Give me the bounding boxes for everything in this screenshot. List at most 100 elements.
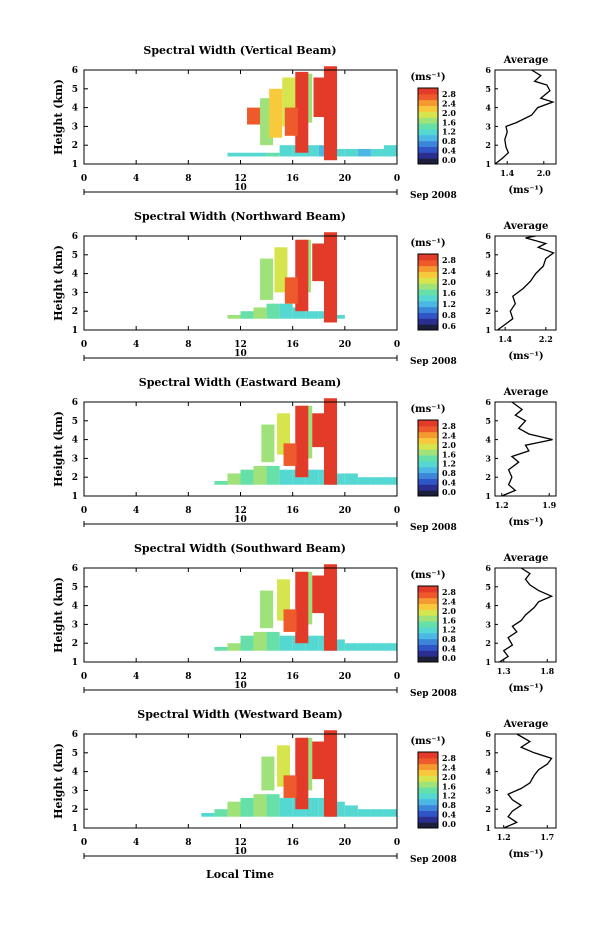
heatmap-cell	[383, 643, 397, 651]
colorbar-segment	[418, 586, 438, 593]
heatmap-cell	[227, 314, 241, 319]
average-title: Average	[503, 553, 549, 564]
y-tick-label: 2	[72, 805, 78, 815]
average-panel: Average 1 2 3 4 5 6 1.3 1.8 (ms⁻¹)	[485, 553, 557, 694]
colorbar-tick-label: 0.0	[442, 487, 456, 497]
average-x-tick-label: 1.2	[497, 832, 511, 842]
heatmap-cell	[357, 477, 371, 485]
average-y-tick-label: 6	[485, 65, 491, 75]
y-tick-label: 2	[72, 473, 78, 483]
heatmap-cells	[227, 232, 345, 323]
y-tick-label: 2	[72, 639, 78, 649]
heatmap-cell	[312, 413, 326, 448]
colorbar-tick-label: 0.8	[442, 310, 456, 320]
y-axis-label: Height (km)	[52, 411, 65, 487]
heatmap-cell	[240, 635, 254, 651]
x-tick-label: 20	[339, 838, 352, 848]
average-y-tick-label: 2	[485, 472, 491, 482]
average-y-tick-label: 4	[485, 103, 491, 113]
colorbar-segment	[418, 93, 438, 101]
y-tick-label: 5	[72, 85, 78, 95]
x-tick-label: 12	[234, 838, 247, 848]
y-tick-label: 4	[72, 436, 78, 446]
colorbar-tick-label: 1.6	[442, 117, 456, 127]
average-frame	[494, 401, 557, 497]
colorbar-segment	[418, 277, 438, 284]
heatmap-cell	[312, 741, 326, 780]
heatmap-cell	[227, 643, 241, 651]
colorbar-tick-label: 0.0	[442, 155, 456, 165]
average-title: Average	[503, 719, 549, 730]
heatmap-cell	[260, 590, 274, 629]
colorbar-segment	[418, 99, 438, 107]
heatmap-cell	[313, 77, 327, 117]
x-tick-label: 8	[185, 838, 191, 848]
average-panel: Average 1 2 3 4 5 6 1.4 2.2 (ms⁻¹)	[485, 221, 557, 362]
heatmap-cell	[383, 145, 397, 157]
month-label: Sep 2008	[410, 855, 457, 865]
y-tick-label: 1	[72, 326, 78, 336]
colorbar-segment	[418, 591, 438, 599]
heatmap-cell	[266, 303, 280, 319]
average-x-tick-label: 1.4	[498, 334, 512, 344]
colorbar-segment	[418, 603, 438, 610]
y-tick-label: 6	[72, 564, 78, 574]
heatmap-cell	[227, 473, 241, 485]
y-tick-label: 1	[72, 160, 78, 170]
colorbar-segment	[418, 804, 438, 811]
heatmap-cell	[295, 71, 309, 153]
colorbar-segment	[418, 752, 438, 759]
average-y-tick-label: 1	[485, 159, 491, 169]
colorbar-tick-label: 2.8	[442, 89, 456, 99]
heatmap-cell	[266, 465, 280, 485]
heatmap-cell	[295, 737, 309, 810]
average-y-tick-label: 4	[485, 601, 491, 611]
heatmap-cell	[253, 794, 267, 817]
x-tick-label: 8	[185, 174, 191, 184]
x-tick-label: 4	[133, 340, 139, 350]
y-tick-label: 2	[72, 307, 78, 317]
colorbar-tick-label: 1.2	[442, 299, 456, 309]
colorbar-tick-label: 1.6	[442, 288, 456, 298]
colorbar-segment	[418, 656, 438, 663]
colorbar-segment	[418, 644, 438, 651]
heatmap-cell	[253, 465, 267, 485]
colorbar-tick-label: 1.6	[442, 781, 456, 791]
heatmap-cell	[214, 809, 228, 817]
colorbar-tick-label: 2.0	[442, 277, 456, 287]
colorbar-tick-label: 0.4	[442, 810, 456, 820]
colorbar-frame	[417, 419, 439, 497]
heatmap-cell	[279, 469, 293, 485]
average-x-tick-label: 1.7	[540, 832, 554, 842]
x-tick-label: 0	[394, 838, 400, 848]
heatmap-cell	[295, 405, 309, 478]
colorbar-tick-label: 0.4	[442, 146, 456, 156]
average-panel: Average 1 2 3 4 5 6 1.2 1.7 (ms⁻¹)	[485, 719, 557, 860]
x-tick-label: 16	[286, 838, 299, 848]
colorbar-segment	[418, 105, 438, 112]
x-tick-label: 8	[185, 672, 191, 682]
average-y-tick-label: 2	[485, 306, 491, 316]
colorbar-segment	[418, 300, 438, 308]
heatmap-cell	[331, 314, 345, 319]
date-label: 10	[234, 847, 247, 857]
colorbar-segment	[418, 466, 438, 474]
x-tick-label: 16	[286, 174, 299, 184]
heatmap-cell	[331, 148, 345, 157]
heatmap-cell	[295, 571, 309, 644]
colorbar-tick-label: 2.4	[442, 266, 456, 276]
heatmap-cell	[383, 477, 397, 485]
x-tick-label: 0	[81, 340, 87, 350]
colorbar-tick-label: 0.4	[442, 478, 456, 488]
colorbar-segment	[418, 289, 438, 296]
colorbar-segment	[418, 626, 438, 634]
average-frame	[494, 235, 557, 331]
colorbar-frame	[417, 751, 439, 829]
colorbar	[417, 253, 439, 331]
average-frame	[494, 567, 557, 663]
colorbar-segment	[418, 312, 438, 319]
colorbar-segment	[418, 798, 438, 806]
colorbar-segment	[418, 158, 438, 165]
y-tick-label: 1	[72, 658, 78, 668]
